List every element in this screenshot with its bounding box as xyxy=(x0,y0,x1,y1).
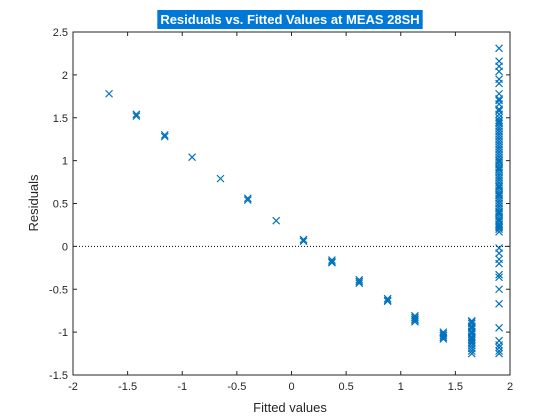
data-point xyxy=(132,112,141,120)
data-point xyxy=(439,335,448,343)
data-point xyxy=(495,191,503,199)
data-point xyxy=(495,208,503,216)
data-point xyxy=(495,199,503,208)
data-point xyxy=(243,194,252,203)
data-point xyxy=(495,116,503,125)
y-tick-label: -1 xyxy=(58,327,68,339)
data-point xyxy=(216,174,225,183)
x-tick-label: 0 xyxy=(288,381,294,393)
x-tick-label: -1 xyxy=(177,381,187,393)
data-point xyxy=(299,237,308,246)
data-point xyxy=(327,256,336,265)
y-tick-label: 2 xyxy=(62,70,68,82)
data-point xyxy=(495,106,503,115)
y-axis-ticks: -1.5 -1 -0.5 0 0.5 1 1.5 2 2.5 xyxy=(49,27,510,382)
data-point xyxy=(495,285,503,294)
x-tick-label: -1.5 xyxy=(118,381,137,393)
y-tick-label: 0.5 xyxy=(53,199,68,211)
y-tick-label: -0.5 xyxy=(49,284,68,296)
data-point xyxy=(495,341,503,349)
data-point xyxy=(495,165,503,174)
data-point xyxy=(495,110,503,119)
data-point xyxy=(495,299,503,308)
data-point xyxy=(495,67,503,76)
data-point xyxy=(355,277,364,286)
data-point xyxy=(105,89,113,98)
data-point xyxy=(495,343,503,352)
data-point xyxy=(383,297,392,306)
data-point xyxy=(439,331,448,340)
data-point xyxy=(495,273,503,282)
data-point xyxy=(495,209,503,218)
y-tick-label: -1.5 xyxy=(49,370,68,382)
data-point xyxy=(495,259,503,268)
data-point xyxy=(411,316,419,325)
data-point xyxy=(299,235,308,244)
data-point xyxy=(327,257,336,266)
data-point xyxy=(467,349,476,358)
data-point xyxy=(160,132,169,141)
data-point xyxy=(495,173,503,182)
data-point xyxy=(495,96,503,105)
data-point xyxy=(495,349,503,358)
data-point xyxy=(495,221,503,229)
x-axis-ticks: -2 -1.5 -1 -0.5 0 0.5 1 1.5 2 xyxy=(68,32,513,393)
data-point xyxy=(355,279,364,288)
data-point xyxy=(467,338,476,347)
data-point xyxy=(495,182,503,191)
x-tick-label: -0.5 xyxy=(227,381,246,393)
data-point xyxy=(383,294,392,303)
data-point xyxy=(439,333,448,342)
data-point xyxy=(411,315,419,324)
data-point xyxy=(132,110,141,119)
x-axis-label: Fitted values xyxy=(253,400,327,415)
x-tick-label: 1.5 xyxy=(448,381,463,393)
y-axis-label: Residuals xyxy=(26,174,41,232)
x-tick-label: 0.5 xyxy=(338,381,353,393)
data-point xyxy=(160,130,169,139)
data-points xyxy=(105,44,503,358)
y-tick-label: 2.5 xyxy=(53,27,68,39)
data-point xyxy=(495,118,503,126)
data-point xyxy=(495,270,503,279)
data-point xyxy=(327,258,336,267)
data-point xyxy=(188,153,197,162)
x-tick-label: 2 xyxy=(507,381,513,393)
y-tick-label: 0 xyxy=(62,241,68,253)
data-point xyxy=(495,79,503,88)
data-point xyxy=(272,216,281,225)
data-point xyxy=(355,275,364,284)
data-point xyxy=(243,196,252,204)
data-point xyxy=(495,44,503,53)
data-point xyxy=(467,347,476,355)
data-point xyxy=(411,317,419,326)
y-tick-label: 1.5 xyxy=(53,113,68,125)
data-point xyxy=(495,156,503,165)
x-tick-label: -2 xyxy=(68,381,78,393)
data-point xyxy=(495,347,503,355)
chart-title: Residuals vs. Fitted Values at MEAS 28SH xyxy=(160,12,419,27)
data-point xyxy=(495,223,503,232)
data-point xyxy=(383,296,392,305)
x-tick-label: 1 xyxy=(398,381,404,393)
data-point xyxy=(495,323,503,332)
title-highlight xyxy=(157,10,423,29)
data-point xyxy=(495,249,503,258)
y-tick-label: 1 xyxy=(62,156,68,168)
